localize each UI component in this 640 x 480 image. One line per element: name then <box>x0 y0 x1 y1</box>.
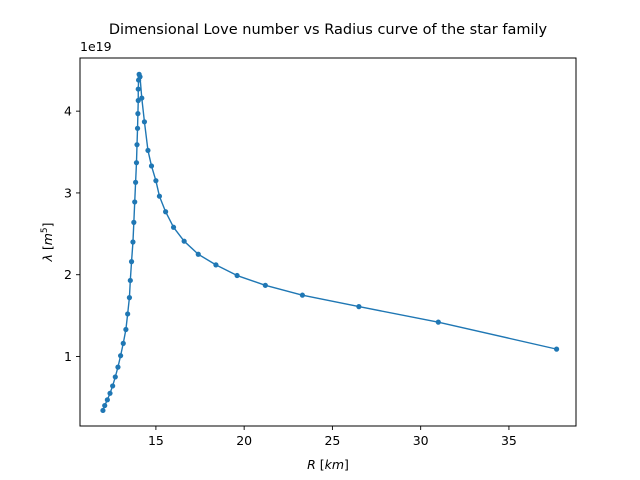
data-point <box>356 304 362 310</box>
data-point <box>120 340 126 346</box>
data-point <box>195 251 201 257</box>
data-point <box>107 390 113 396</box>
data-point <box>156 193 163 199</box>
data-point <box>134 142 140 148</box>
y-axis-unit-open: [ <box>40 245 55 254</box>
data-point <box>213 262 219 268</box>
y-tick-label: 4 <box>64 104 72 119</box>
x-axis: 15 20 25 30 35 <box>148 426 517 448</box>
data-point <box>163 209 169 215</box>
data-point <box>123 326 129 333</box>
data-point <box>133 160 140 166</box>
series-layer <box>100 71 560 414</box>
data-point <box>148 163 155 169</box>
data-point <box>131 219 137 225</box>
x-axis-unit-open: [ <box>316 457 325 472</box>
data-point <box>104 397 110 403</box>
axes-frame <box>79 57 577 427</box>
data-point <box>141 119 148 125</box>
data-point <box>118 353 124 359</box>
y-axis-unit-exponent: 5 <box>40 227 50 233</box>
data-point <box>110 383 116 389</box>
x-tick-label: 30 <box>413 433 429 448</box>
data-point <box>130 239 136 245</box>
data-point <box>112 374 118 380</box>
data-point <box>139 95 145 101</box>
data-point <box>102 402 108 409</box>
x-tick-label: 25 <box>324 433 340 448</box>
data-point <box>135 111 141 117</box>
x-axis-unit-close: ] <box>344 457 349 472</box>
data-point <box>132 199 138 205</box>
data-point <box>135 86 141 92</box>
data-point <box>134 125 141 131</box>
x-tick-label: 20 <box>236 433 252 448</box>
x-tick-label: 15 <box>148 433 164 448</box>
y-axis-symbol: λ <box>40 254 55 262</box>
x-axis-symbol: R <box>307 457 316 472</box>
y-axis-unit-close: ] <box>40 222 55 227</box>
data-point <box>137 74 143 80</box>
data-point <box>553 346 560 352</box>
data-point <box>153 178 159 184</box>
y-tick-label: 2 <box>64 267 72 282</box>
y-axis-unit: m <box>40 233 55 245</box>
data-point <box>262 282 268 288</box>
data-point <box>234 272 240 279</box>
y-axis-label: λ [m5] <box>40 222 55 262</box>
data-point <box>125 311 131 317</box>
y-tick-label: 1 <box>64 349 72 364</box>
data-point <box>127 277 133 284</box>
data-point <box>115 364 121 370</box>
x-axis-unit: km <box>325 457 344 472</box>
y-tick-label: 3 <box>64 185 72 200</box>
data-point <box>435 319 441 325</box>
data-point <box>299 292 306 298</box>
data-point <box>133 179 139 185</box>
chart-title: Dimensional Love number vs Radius curve … <box>109 22 548 38</box>
plot-area <box>79 57 577 427</box>
data-point <box>181 238 187 244</box>
y-axis: 1 2 3 4 <box>64 104 80 364</box>
x-tick-label: 35 <box>501 433 517 448</box>
data-point <box>145 147 151 154</box>
data-point <box>100 407 106 414</box>
x-axis-label: R [km] <box>307 457 349 472</box>
data-point <box>128 259 135 265</box>
data-point <box>170 224 177 230</box>
data-point <box>126 295 133 301</box>
y-offset-label: 1e19 <box>80 39 112 54</box>
